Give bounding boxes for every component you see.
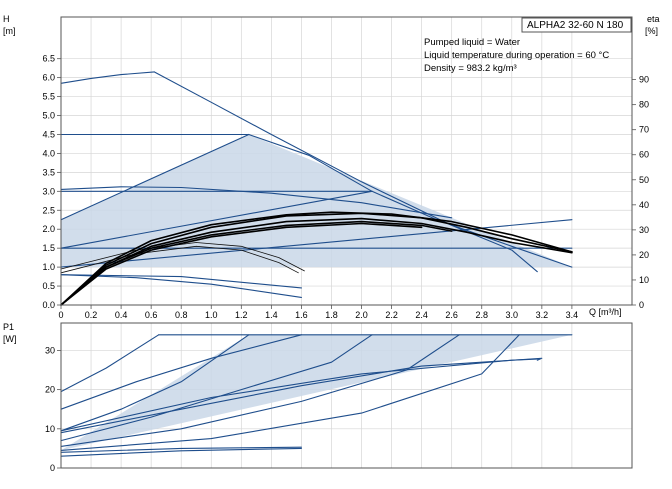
- head-series-line: [60, 274, 302, 289]
- power-tick-label: 0: [50, 463, 55, 473]
- flow-tick-label: 0.8: [175, 310, 188, 320]
- flow-tick-label: 3.4: [566, 310, 579, 320]
- power-series-line: [60, 334, 460, 447]
- head-tick-label: 2.5: [42, 205, 55, 215]
- flow-axis-title: Q [m³/h]: [589, 307, 622, 317]
- head-series-line: [153, 71, 538, 273]
- power-series-line: [60, 334, 160, 393]
- head-tick-label: 5.5: [42, 92, 55, 102]
- head-series-line: [60, 222, 423, 306]
- flow-tick-label: 1.0: [205, 310, 218, 320]
- power-tick-label: 20: [45, 385, 55, 395]
- head-series-group: [60, 71, 573, 306]
- head-series-line: [60, 274, 302, 298]
- power-ticks: 0 10 20 30: [45, 345, 61, 473]
- power-shaded-region: [61, 334, 572, 451]
- liquid-note: Pumped liquid = Water: [424, 37, 520, 48]
- head-series-line: [60, 220, 453, 306]
- power-series-line: [60, 358, 538, 432]
- head-series-line: [60, 133, 250, 221]
- head-series-line: [60, 212, 573, 306]
- head-series-line: [60, 217, 573, 306]
- head-series-line: [248, 133, 573, 268]
- power-series-line: [60, 334, 302, 410]
- eta-tick-label: 50: [639, 175, 649, 185]
- head-axis-unit: [m]: [3, 26, 16, 36]
- head-tick-label: 3.0: [42, 186, 55, 196]
- eta-tick-label: 60: [639, 150, 649, 160]
- head-tick-label: 5.0: [42, 111, 55, 121]
- eta-tick-label: 90: [639, 75, 649, 85]
- head-series-line: [60, 242, 305, 272]
- flow-tick-label: 2.2: [385, 310, 398, 320]
- power-axis-title: P1: [3, 322, 14, 332]
- power-series-line: [60, 357, 543, 434]
- flow-tick-label: 1.6: [295, 310, 308, 320]
- flow-tick-label: 2.8: [475, 310, 488, 320]
- flow-tick-label: 0.4: [115, 310, 128, 320]
- head-ticks: 0.0 0.5 1.0 1.5 2.0 2.5 3.0 3.5 4.0 4.5 5.0 5.5 6.0 6…: [42, 54, 649, 320]
- flow-tick-label: 0.6: [145, 310, 158, 320]
- eta-tick-label: 40: [639, 200, 649, 210]
- head-tick-label: 4.0: [42, 148, 55, 158]
- power-series-group: [60, 334, 573, 457]
- head-tick-label: 1.5: [42, 243, 55, 253]
- eta-tick-label: 80: [639, 100, 649, 110]
- power-series-line: [60, 334, 250, 432]
- head-tick-label: 0.0: [42, 300, 55, 310]
- power-operating-range: [61, 334, 572, 451]
- flow-tick-label: 3.0: [506, 310, 519, 320]
- density-note: Density = 983.2 kg/m³: [424, 63, 517, 74]
- head-tick-label: 2.0: [42, 224, 55, 234]
- eta-tick-label: 30: [639, 225, 649, 235]
- head-tick-label: 1.0: [42, 262, 55, 272]
- power-plot-frame: [60, 322, 633, 469]
- head-tick-label: 4.5: [42, 129, 55, 139]
- power-tick-label: 30: [45, 345, 55, 355]
- eta-axis-unit: [%]: [645, 26, 658, 36]
- power-panel: 0 10 20 30 P1 [W]: [3, 322, 633, 473]
- eta-tick-label: 20: [639, 250, 649, 260]
- flow-tick-label: 2.6: [445, 310, 458, 320]
- model-label: ALPHA2 32-60 N 180: [527, 20, 624, 31]
- eta-axis-title: eta: [647, 14, 660, 24]
- flow-tick-label: 0.2: [85, 310, 98, 320]
- flow-tick-label: 1.8: [325, 310, 338, 320]
- eta-tick-label: 10: [639, 275, 649, 285]
- flow-tick-label: 2.0: [355, 310, 368, 320]
- head-series-line: [60, 190, 373, 249]
- flow-tick-label: 0: [58, 310, 63, 320]
- eta-tick-label: 0: [639, 300, 644, 310]
- head-series-line: [60, 186, 453, 219]
- flow-tick-label: 1.4: [265, 310, 278, 320]
- head-series-line: [60, 219, 573, 268]
- power-series-line: [60, 447, 302, 457]
- head-tick-label: 6.0: [42, 73, 55, 83]
- head-plot-frame: [60, 16, 633, 306]
- temperature-note: Liquid temperature during operation = 60…: [424, 50, 609, 61]
- power-axis-unit: [W]: [3, 334, 17, 344]
- eta-tick-label: 70: [639, 125, 649, 135]
- head-efficiency-panel: 0.0 0.5 1.0 1.5 2.0 2.5 3.0 3.5 4.0 4.5 5.0 5.5 6.0 6…: [3, 14, 660, 320]
- head-tick-label: 3.5: [42, 167, 55, 177]
- head-series-line: [60, 71, 155, 84]
- flow-tick-label: 3.2: [536, 310, 549, 320]
- flow-tick-label: 1.2: [235, 310, 248, 320]
- power-tick-label: 10: [45, 424, 55, 434]
- head-tick-label: 0.5: [42, 281, 55, 291]
- head-axis-title: H: [3, 14, 10, 24]
- flow-tick-label: 2.4: [415, 310, 428, 320]
- power-series-line: [60, 446, 302, 453]
- model-label-box: [521, 17, 632, 33]
- power-series-line: [60, 334, 373, 442]
- head-tick-label: 6.5: [42, 54, 55, 64]
- head-series-line: [60, 211, 573, 306]
